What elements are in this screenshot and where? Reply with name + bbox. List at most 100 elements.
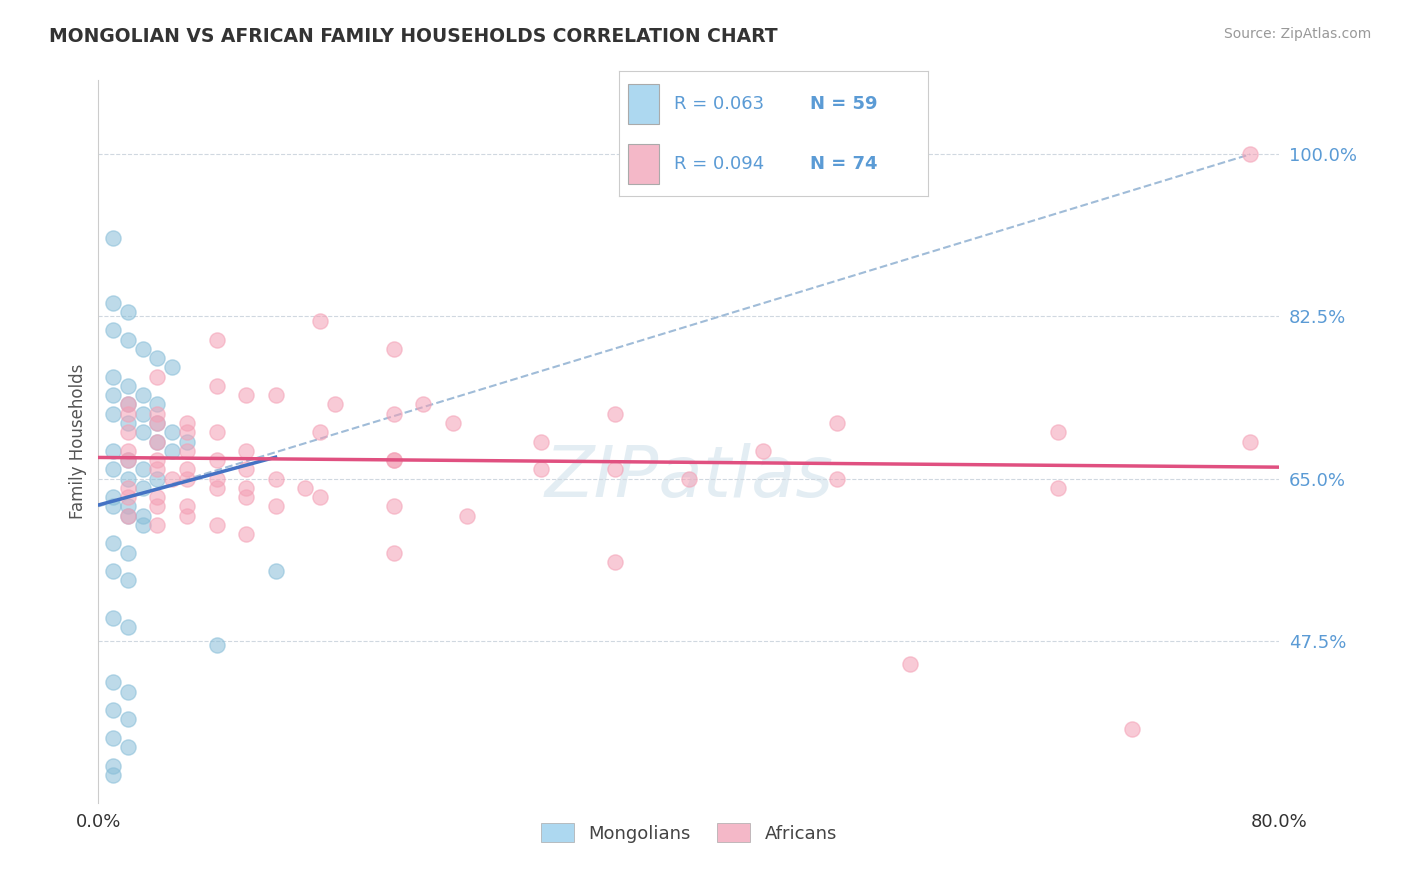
Point	[117, 500, 139, 514]
Point	[294, 481, 316, 495]
Point	[530, 434, 553, 449]
Point	[103, 731, 125, 745]
Point	[117, 546, 139, 560]
Point	[132, 388, 155, 402]
Point	[264, 564, 287, 578]
Point	[146, 416, 169, 430]
Point	[103, 231, 125, 245]
Point	[117, 472, 139, 486]
Point	[205, 453, 228, 467]
Point	[1239, 147, 1261, 161]
Point	[176, 472, 198, 486]
Point	[382, 453, 405, 467]
Point	[605, 555, 627, 569]
Point	[1239, 434, 1261, 449]
Point	[117, 453, 139, 467]
Point	[1047, 425, 1070, 440]
Point	[457, 508, 479, 523]
Point	[176, 500, 198, 514]
Point	[146, 490, 169, 504]
Point	[235, 490, 257, 504]
Point	[132, 342, 155, 356]
Point	[235, 388, 257, 402]
Point	[412, 397, 434, 411]
Point	[146, 397, 169, 411]
Point	[103, 462, 125, 476]
Point	[132, 462, 155, 476]
Text: ZIPatlas: ZIPatlas	[544, 443, 834, 512]
Point	[205, 481, 228, 495]
Point	[235, 481, 257, 495]
Point	[441, 416, 464, 430]
Point	[146, 416, 169, 430]
Point	[309, 314, 332, 328]
Point	[264, 472, 287, 486]
Point	[176, 508, 198, 523]
Bar	[628, 84, 659, 124]
Point	[205, 638, 228, 652]
Text: N = 59: N = 59	[810, 95, 877, 112]
Point	[132, 508, 155, 523]
Point	[825, 472, 848, 486]
Point	[132, 517, 155, 532]
Point	[103, 323, 125, 337]
Point	[103, 768, 125, 782]
Point	[117, 397, 139, 411]
Point	[205, 333, 228, 347]
Point	[235, 462, 257, 476]
Point	[162, 472, 183, 486]
Point	[117, 574, 139, 588]
Point	[176, 416, 198, 430]
Bar	[628, 144, 659, 184]
Point	[205, 425, 228, 440]
Point	[235, 443, 257, 458]
Point	[103, 443, 125, 458]
Point	[264, 500, 287, 514]
Point	[103, 564, 125, 578]
Point	[382, 500, 405, 514]
Point	[146, 462, 169, 476]
Point	[117, 508, 139, 523]
Point	[162, 360, 183, 375]
Legend: Mongolians, Africans: Mongolians, Africans	[531, 814, 846, 852]
Text: N = 74: N = 74	[810, 155, 877, 173]
Point	[117, 425, 139, 440]
Point	[678, 472, 700, 486]
Point	[176, 434, 198, 449]
Point	[825, 416, 848, 430]
Point	[162, 425, 183, 440]
Point	[146, 434, 169, 449]
Point	[132, 425, 155, 440]
Point	[117, 407, 139, 421]
Point	[146, 369, 169, 384]
Point	[605, 462, 627, 476]
Point	[117, 713, 139, 727]
Point	[205, 472, 228, 486]
Point	[900, 657, 922, 671]
Point	[309, 490, 332, 504]
Point	[103, 407, 125, 421]
Point	[146, 517, 169, 532]
Point	[117, 481, 139, 495]
Point	[205, 379, 228, 393]
Text: R = 0.063: R = 0.063	[675, 95, 765, 112]
Point	[117, 620, 139, 634]
Point	[309, 425, 332, 440]
Text: Source: ZipAtlas.com: Source: ZipAtlas.com	[1223, 27, 1371, 41]
Point	[103, 500, 125, 514]
Point	[382, 407, 405, 421]
Point	[146, 453, 169, 467]
Point	[117, 416, 139, 430]
Point	[132, 407, 155, 421]
Text: R = 0.094: R = 0.094	[675, 155, 765, 173]
Point	[103, 490, 125, 504]
Y-axis label: Family Households: Family Households	[69, 364, 87, 519]
Point	[117, 333, 139, 347]
Point	[103, 388, 125, 402]
Point	[146, 500, 169, 514]
Text: MONGOLIAN VS AFRICAN FAMILY HOUSEHOLDS CORRELATION CHART: MONGOLIAN VS AFRICAN FAMILY HOUSEHOLDS C…	[49, 27, 778, 45]
Point	[146, 407, 169, 421]
Point	[103, 536, 125, 550]
Point	[605, 407, 627, 421]
Point	[162, 443, 183, 458]
